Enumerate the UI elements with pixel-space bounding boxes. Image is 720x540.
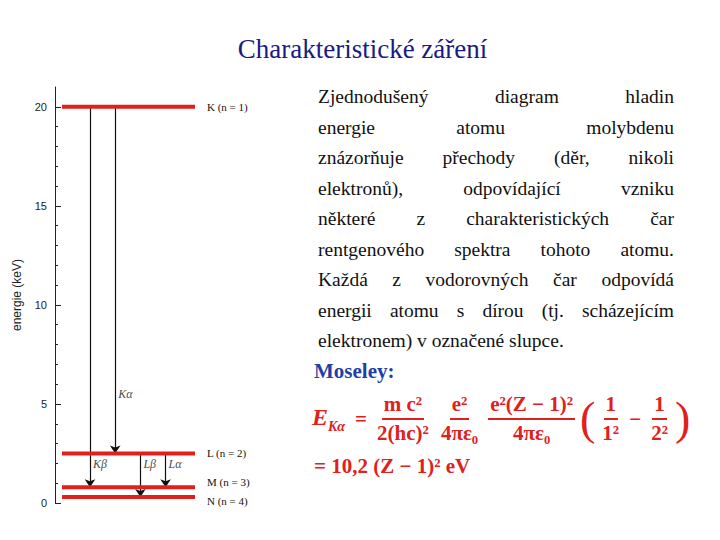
html-text:některé z charakteristických č: některé z charakteristických čar xyxy=(318,208,674,229)
html-text:Zjednodušený diagram hladin: Zjednodušený diagram hladin xyxy=(318,86,674,107)
html-text:znázorňuje přechody (děr, niko: znázorňuje přechody (děr, nikoli xyxy=(318,147,674,168)
svg-text:Lβ: Lβ xyxy=(142,457,156,471)
html-text:energie atomu molybdenu: energie atomu molybdenu xyxy=(318,116,674,138)
svg-text:0: 0 xyxy=(41,497,47,509)
html-text:1: 1 xyxy=(605,392,616,416)
svg-text:20: 20 xyxy=(35,101,47,113)
html-text:rentgenového spektra tohoto at: rentgenového spektra tohoto atomu. xyxy=(318,238,674,260)
html-text:e²: e² xyxy=(451,392,468,416)
html-text:elektronů), odpovídající vznik: elektronů), odpovídající vzniku xyxy=(318,177,674,199)
svg-text:N (n = 4): N (n = 4) xyxy=(207,495,248,508)
svg-text:L (n = 2): L (n = 2) xyxy=(207,447,246,460)
html-text:EKα: EKα xyxy=(312,403,346,434)
svg-text:energie (keV): energie (keV) xyxy=(10,259,24,331)
html-text:energii atomu s dírou (tj. sch: energii atomu s dírou (tj. scházejícím xyxy=(318,299,674,321)
svg-text:K (n = 1): K (n = 1) xyxy=(207,101,248,114)
svg-text:M (n = 3): M (n = 3) xyxy=(207,476,250,489)
svg-text:Lα: Lα xyxy=(168,457,183,471)
html-text:m c²: m c² xyxy=(383,392,423,416)
html-text:elektronem) v označené slupce.: elektronem) v označené slupce. xyxy=(318,330,564,351)
html-text:Každá z vodorovných čar odpoví: Každá z vodorovných čar odpovídá xyxy=(318,269,674,290)
html-text:2²: 2² xyxy=(651,421,668,445)
html-text:e²(Z − 1)²: e²(Z − 1)² xyxy=(490,392,573,416)
svg-text:10: 10 xyxy=(35,299,47,311)
html-text:4πε₀: 4πε₀ xyxy=(440,421,479,445)
html-text:4πε₀: 4πε₀ xyxy=(513,421,551,445)
html-text:1²: 1² xyxy=(602,421,620,445)
html-text:1: 1 xyxy=(654,392,665,416)
html-text:Charakteristické záření: Charakteristické záření xyxy=(237,34,488,64)
svg-text:Kα: Kα xyxy=(117,387,133,401)
svg-text:5: 5 xyxy=(41,398,47,410)
html-text:= 10,2 (Z − 1)² eV: = 10,2 (Z − 1)² eV xyxy=(314,454,471,478)
svg-text:15: 15 xyxy=(35,200,47,212)
html-text:Moseley:: Moseley: xyxy=(314,359,395,383)
html-text:2(hc)²: 2(hc)² xyxy=(377,421,429,445)
svg-text:Kβ: Kβ xyxy=(92,457,107,471)
